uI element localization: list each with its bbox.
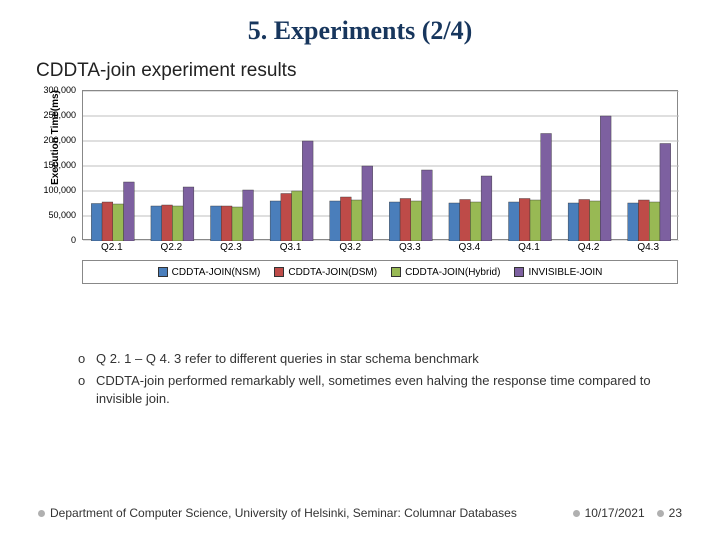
chart-bar — [292, 191, 303, 241]
chart-bar — [638, 200, 649, 241]
chart-bar — [470, 202, 481, 241]
chart-bar — [568, 203, 579, 241]
xtick-label: Q4.2 — [578, 242, 600, 253]
chart-bar — [600, 116, 611, 241]
chart-svg — [83, 91, 679, 241]
bullet-item: CDDTA-join performed remarkably well, so… — [78, 372, 680, 408]
chart-plot-area — [82, 90, 678, 240]
chart-bar — [579, 200, 590, 242]
xtick-label: Q3.1 — [280, 242, 302, 253]
chart-bar — [649, 202, 660, 241]
chart-bar — [449, 203, 460, 241]
chart-yticks: 050,000100,000150,000200,000250,000300,0… — [38, 90, 80, 240]
bullet-icon — [38, 510, 45, 517]
chart-bar — [113, 204, 124, 241]
xtick-label: Q3.2 — [339, 242, 361, 253]
bullet-icon — [657, 510, 664, 517]
chart-bar — [330, 201, 341, 241]
legend-item: INVISIBLE-JOIN — [514, 267, 602, 278]
footer-date: 10/17/2021 — [573, 506, 645, 520]
bullet-item: Q 2. 1 – Q 4. 3 refer to different queri… — [78, 350, 680, 368]
chart-bar — [590, 201, 601, 241]
ytick-label: 150,000 — [43, 160, 76, 170]
legend-item: CDDTA-JOIN(NSM) — [158, 267, 261, 278]
ytick-label: 300,000 — [43, 85, 76, 95]
ytick-label: 0 — [71, 235, 76, 245]
chart-bar — [389, 202, 400, 241]
chart-bar — [530, 200, 541, 241]
chart-bar — [243, 190, 254, 241]
chart-bar — [628, 203, 639, 241]
legend-swatch — [274, 267, 284, 277]
legend-item: CDDTA-JOIN(DSM) — [274, 267, 377, 278]
chart-bar — [183, 187, 194, 241]
chart-bar — [400, 199, 411, 242]
chart-bar — [211, 206, 222, 241]
chart-bar — [340, 197, 351, 241]
slide-title: 5. Experiments (2/4) — [0, 16, 720, 46]
chart-xticks: Q2.1 Q2.2 Q2.3 Q3.1 Q3.2 Q3.3 Q3.4 Q4.1 Q4.2 Q4.3 — [82, 242, 678, 256]
chart-bar — [519, 199, 530, 242]
xtick-label: Q3.3 — [399, 242, 421, 253]
xtick-label: Q2.3 — [220, 242, 242, 253]
xtick-label: Q4.1 — [518, 242, 540, 253]
footer-page: 23 — [657, 506, 682, 520]
chart-bar — [162, 205, 173, 241]
bar-chart: Execution Time(ms) 050,000100,000150,000… — [38, 90, 684, 290]
chart-bar — [460, 200, 471, 242]
chart-bar — [151, 206, 162, 241]
legend-label: CDDTA-JOIN(Hybrid) — [405, 267, 500, 278]
legend-label: INVISIBLE-JOIN — [528, 267, 602, 278]
slide-footer: Department of Computer Science, Universi… — [0, 506, 720, 520]
ytick-label: 200,000 — [43, 135, 76, 145]
chart-bar — [102, 202, 113, 241]
legend-label: CDDTA-JOIN(NSM) — [172, 267, 261, 278]
legend-swatch — [391, 267, 401, 277]
legend-item: CDDTA-JOIN(Hybrid) — [391, 267, 500, 278]
xtick-label: Q2.1 — [101, 242, 123, 253]
bullet-list: Q 2. 1 – Q 4. 3 refer to different queri… — [78, 350, 680, 409]
chart-bar — [411, 201, 422, 241]
chart-bar — [541, 134, 552, 242]
chart-bar — [422, 170, 433, 241]
chart-bar — [509, 202, 520, 241]
ytick-label: 250,000 — [43, 110, 76, 120]
xtick-label: Q2.2 — [161, 242, 183, 253]
slide-subtitle: CDDTA-join experiment results — [36, 60, 720, 82]
chart-bar — [362, 166, 373, 241]
ytick-label: 100,000 — [43, 185, 76, 195]
chart-legend: CDDTA-JOIN(NSM) CDDTA-JOIN(DSM) CDDTA-JOIN… — [82, 260, 678, 284]
xtick-label: Q3.4 — [459, 242, 481, 253]
chart-bar — [660, 144, 671, 242]
chart-bar — [91, 204, 102, 242]
bullet-icon — [573, 510, 580, 517]
chart-bar — [172, 206, 183, 241]
chart-bar — [232, 207, 243, 241]
chart-bar — [281, 194, 292, 242]
chart-bar — [351, 200, 362, 241]
chart-bar — [270, 201, 281, 241]
legend-swatch — [158, 267, 168, 277]
chart-bar — [302, 141, 313, 241]
ytick-label: 50,000 — [48, 210, 76, 220]
chart-bar — [481, 176, 492, 241]
footer-dept: Department of Computer Science, Universi… — [38, 506, 573, 520]
xtick-label: Q4.3 — [637, 242, 659, 253]
chart-bar — [124, 182, 135, 241]
legend-label: CDDTA-JOIN(DSM) — [288, 267, 377, 278]
chart-bar — [221, 206, 232, 241]
legend-swatch — [514, 267, 524, 277]
